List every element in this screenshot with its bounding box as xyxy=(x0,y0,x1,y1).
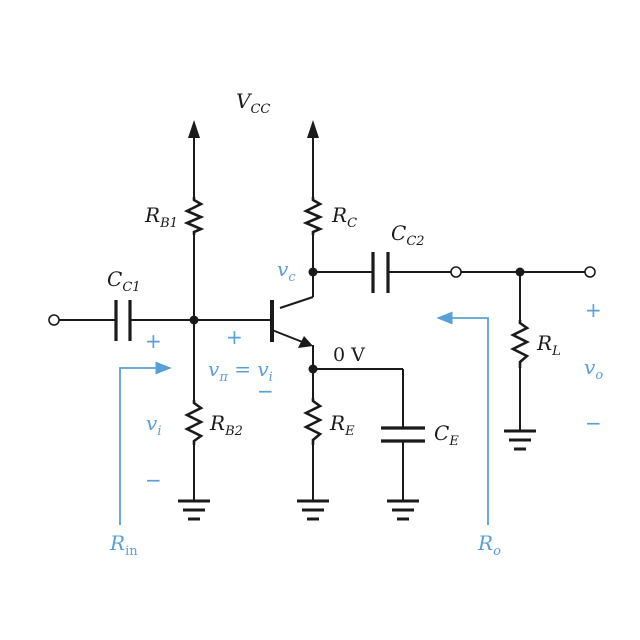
vpi-plus-sign: + xyxy=(226,325,243,349)
ro-label: Ro xyxy=(477,531,501,559)
arrow-icon xyxy=(307,120,319,138)
vpi-minus-sign: − xyxy=(257,379,274,403)
vi-plus-sign: + xyxy=(145,329,162,353)
vcc-arrow-left xyxy=(188,120,200,138)
capacitor-cc1 xyxy=(114,300,132,341)
wires xyxy=(58,135,586,500)
vo-plus-sign: + xyxy=(585,298,602,322)
rin-arrow xyxy=(119,361,172,525)
ro-arrow xyxy=(436,311,489,525)
capacitor-cc2 xyxy=(371,252,390,293)
node-output xyxy=(515,267,525,277)
node-base xyxy=(189,315,199,325)
output-terminal xyxy=(584,266,596,278)
rc-label: RC xyxy=(331,203,357,231)
cc2-label: CC2 xyxy=(391,221,425,249)
ground-re xyxy=(297,499,329,521)
ce-label: CE xyxy=(434,421,459,449)
capacitor-ce xyxy=(381,426,425,443)
re-label: RE xyxy=(329,411,355,439)
arrow-icon xyxy=(188,120,200,138)
ground-ce xyxy=(387,499,419,521)
npn-transistor xyxy=(270,300,313,348)
cc2-terminal xyxy=(450,266,462,278)
vo-label: vo xyxy=(584,355,603,383)
node-emitter xyxy=(308,364,318,374)
vcc-label: VCC xyxy=(236,89,270,117)
ground-rb2 xyxy=(178,499,210,521)
rl-label: RL xyxy=(536,331,561,359)
resistor-re xyxy=(303,398,323,445)
rin-label: Rin xyxy=(109,531,138,559)
rb2-label: RB2 xyxy=(209,411,243,439)
cc1-label: CC1 xyxy=(107,267,141,295)
vcc-arrow-right xyxy=(307,120,319,138)
resistor-rb2 xyxy=(184,400,204,445)
input-terminal xyxy=(48,314,60,326)
resistor-rc xyxy=(302,197,324,235)
vc-label: vc xyxy=(277,257,296,285)
vpi-label: vπ = vi xyxy=(208,357,273,385)
rb1-label: RB1 xyxy=(144,203,178,231)
node-collector xyxy=(308,267,318,277)
vo-minus-sign: − xyxy=(585,411,602,435)
emitter-arrow-icon xyxy=(298,336,313,348)
vi-minus-sign: − xyxy=(145,468,162,492)
resistor-rb1 xyxy=(183,197,205,235)
resistor-rl xyxy=(510,320,530,368)
ground-rl xyxy=(504,429,536,451)
vi-label: vi xyxy=(146,411,161,439)
zero-volt-label: 0 V xyxy=(333,344,365,366)
